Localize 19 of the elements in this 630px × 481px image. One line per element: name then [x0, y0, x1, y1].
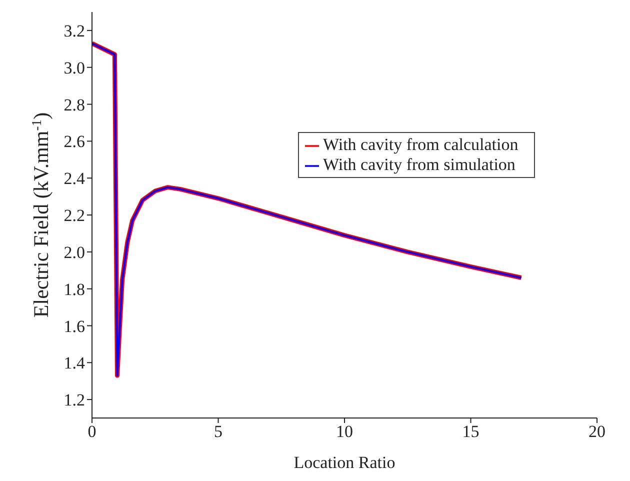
y-tick-label: 3.0: [64, 58, 85, 78]
x-tick-label: 20: [588, 422, 606, 442]
y-tick-label: 2.4: [64, 169, 86, 188]
x-tick-label: 0: [88, 422, 96, 442]
y-tick-label: 3.2: [64, 21, 85, 40]
x-tick-label: 10: [336, 422, 353, 442]
y-tick-label: 1.8: [64, 280, 85, 299]
x-tick-label: 15: [462, 422, 480, 442]
y-tick-label: 1.4: [64, 354, 86, 373]
y-tick-label: 2.6: [64, 132, 85, 152]
y-tick-label: 1.6: [64, 316, 85, 336]
x-axis-title: Location Ratio: [294, 453, 396, 472]
y-tick-label: 2.0: [64, 242, 85, 262]
legend-label: With cavity from calculation: [323, 135, 518, 154]
y-tick-label: 1.2: [64, 390, 85, 410]
y-tick-label: 2.8: [64, 95, 85, 114]
y-tick-label: 2.2: [64, 206, 85, 226]
legend-label: With cavity from simulation: [323, 155, 516, 174]
x-tick-label: 5: [214, 422, 222, 442]
